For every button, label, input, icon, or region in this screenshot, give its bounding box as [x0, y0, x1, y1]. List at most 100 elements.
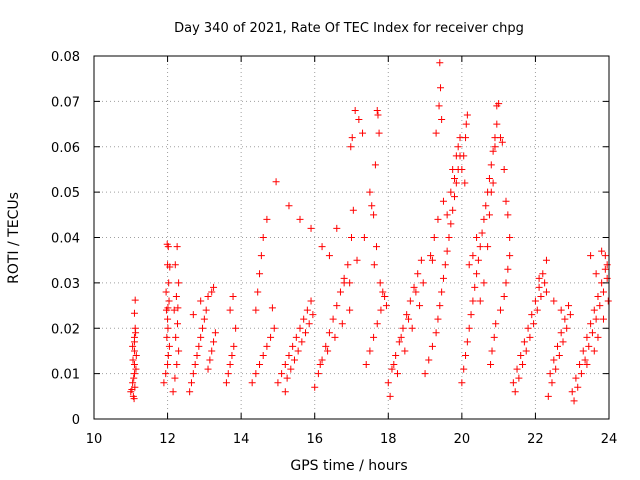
data-point [259, 234, 267, 241]
data-point [309, 311, 317, 319]
data-point [200, 315, 208, 323]
data-point [434, 215, 442, 223]
data-point [572, 374, 580, 382]
data-point [491, 143, 499, 151]
data-point [495, 100, 503, 108]
data-point [333, 302, 341, 310]
data-point [257, 252, 265, 260]
y-tick-label: 0.04 [51, 232, 80, 247]
data-point [128, 386, 136, 394]
data-point [368, 202, 376, 210]
data-point [557, 306, 565, 314]
data-point [570, 397, 578, 405]
data-point [557, 329, 565, 337]
data-point [513, 365, 521, 373]
data-point [208, 288, 216, 296]
data-point [366, 347, 374, 355]
data-point [428, 342, 436, 350]
data-point [554, 342, 561, 350]
data-point [292, 333, 300, 341]
data-point [256, 361, 264, 369]
data-point [460, 152, 468, 160]
data-point [163, 240, 171, 248]
data-point [598, 247, 606, 255]
data-point [390, 361, 398, 369]
x-tick-label: 20 [454, 432, 471, 447]
data-point [576, 361, 584, 369]
y-tick-label: 0 [72, 413, 80, 428]
data-point [519, 361, 527, 369]
data-point [376, 279, 384, 287]
data-point [399, 324, 407, 332]
data-point [436, 302, 444, 310]
data-point [603, 274, 611, 282]
data-point [498, 138, 506, 146]
y-tick-label: 0.01 [51, 368, 80, 383]
data-point [496, 134, 504, 142]
data-point [344, 261, 352, 269]
data-point [193, 351, 201, 359]
data-point [173, 361, 181, 369]
data-point [278, 370, 286, 378]
data-point [163, 333, 171, 341]
data-point [506, 252, 514, 260]
data-point [546, 370, 554, 378]
data-point [451, 175, 458, 183]
data-point [449, 206, 457, 214]
data-point [594, 292, 602, 300]
data-point [500, 165, 508, 173]
data-point [583, 361, 591, 369]
data-point [230, 342, 238, 350]
data-point [377, 306, 385, 314]
data-point [535, 283, 543, 291]
data-point [329, 315, 337, 323]
grid-lines [94, 56, 609, 419]
data-point [594, 333, 602, 341]
data-point [522, 347, 530, 355]
data-point [347, 143, 355, 151]
data-point [226, 361, 234, 369]
data-point [542, 288, 550, 296]
data-point [311, 383, 319, 391]
data-point [559, 338, 567, 346]
data-point [171, 261, 179, 269]
data-point [199, 324, 207, 332]
data-point [360, 234, 368, 241]
data-point [224, 370, 232, 378]
data-point [175, 347, 183, 355]
data-point [492, 320, 500, 328]
data-point [191, 361, 199, 369]
data-point [544, 392, 552, 400]
data-point [248, 379, 256, 387]
data-point [386, 392, 394, 400]
data-point [197, 297, 205, 305]
data-point [504, 265, 512, 273]
data-point [476, 243, 484, 251]
data-point [353, 256, 361, 264]
data-point [165, 342, 173, 350]
data-point [487, 188, 495, 196]
data-point [388, 365, 396, 373]
data-point [172, 333, 180, 341]
data-point [465, 261, 473, 269]
data-point [300, 315, 308, 323]
data-point [305, 320, 313, 328]
data-point [210, 283, 218, 291]
x-tick-label: 10 [86, 432, 103, 447]
data-point [366, 188, 374, 196]
data-point [289, 342, 297, 350]
data-point [160, 379, 168, 387]
data-point [506, 234, 514, 241]
data-point [458, 379, 466, 387]
data-point [204, 292, 212, 300]
data-point [511, 388, 519, 396]
data-point [430, 234, 438, 241]
data-point [336, 288, 344, 296]
y-tick-label: 0.07 [51, 95, 80, 110]
axis-ticks: 10 12 14 16 18 20 22 24 0 0.01 0.02 0.03 0.04 0.05 0.0… [51, 50, 617, 447]
data-point [590, 306, 598, 314]
data-point [397, 333, 405, 341]
data-point [502, 279, 510, 287]
data-point [592, 315, 600, 323]
data-point [439, 274, 447, 282]
